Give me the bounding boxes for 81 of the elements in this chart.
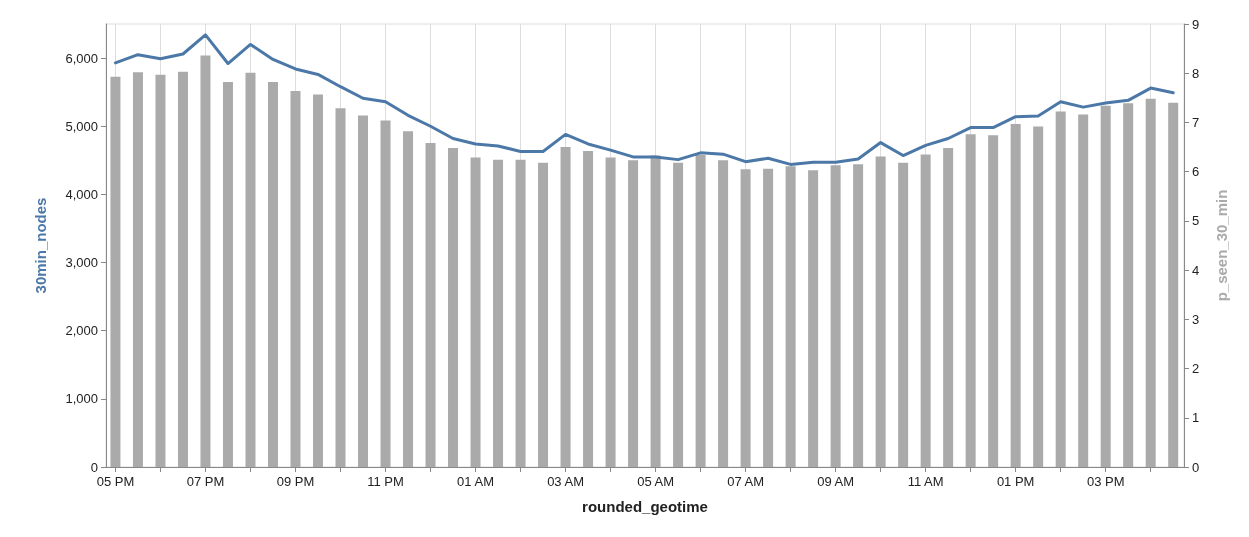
x-tick-label: 07 AM bbox=[727, 474, 765, 489]
y-axis-title: 30min_nodes bbox=[32, 197, 49, 294]
y2-tick-label: 5 bbox=[1192, 213, 1200, 229]
bar bbox=[695, 154, 706, 467]
y2-tick-label: 7 bbox=[1192, 114, 1200, 130]
bar bbox=[1123, 103, 1134, 467]
x-axis-title: rounded_geotime bbox=[582, 498, 708, 515]
bar bbox=[650, 155, 661, 467]
bar bbox=[380, 120, 391, 467]
y-tick-label: 2,000 bbox=[65, 323, 98, 339]
y2-tick-label: 3 bbox=[1192, 311, 1200, 327]
y2-tick-label: 0 bbox=[1192, 459, 1200, 475]
bar bbox=[763, 168, 774, 467]
bar bbox=[605, 157, 616, 467]
bar bbox=[267, 82, 278, 467]
bar bbox=[560, 147, 571, 467]
bar bbox=[1033, 126, 1044, 467]
bar bbox=[673, 162, 684, 467]
bar bbox=[425, 143, 436, 467]
bar bbox=[335, 108, 346, 467]
bar bbox=[583, 150, 594, 467]
bar bbox=[965, 134, 976, 467]
bar bbox=[1010, 123, 1021, 467]
bar bbox=[1078, 114, 1089, 467]
y-tick-label: 4,000 bbox=[65, 186, 98, 202]
y-tick-label: 3,000 bbox=[65, 255, 98, 271]
bar bbox=[1055, 111, 1066, 467]
x-tick-label: 01 PM bbox=[996, 474, 1035, 489]
bar bbox=[515, 159, 526, 467]
x-tick-label: 07 PM bbox=[186, 474, 225, 489]
y2-tick-label: 1 bbox=[1192, 410, 1200, 426]
bar bbox=[290, 90, 301, 467]
y2-tick-label: 9 bbox=[1192, 16, 1200, 32]
y-tick-label: 6,000 bbox=[65, 50, 98, 66]
bar bbox=[740, 169, 751, 467]
bar bbox=[538, 162, 549, 467]
x-tick-label: 11 PM bbox=[367, 474, 404, 489]
bar bbox=[875, 156, 886, 467]
y2-tick-label: 4 bbox=[1192, 262, 1200, 278]
bar bbox=[628, 160, 639, 467]
bar bbox=[830, 165, 841, 467]
line-series bbox=[113, 33, 1175, 166]
x-tick-label: 05 PM bbox=[96, 474, 135, 489]
bar bbox=[493, 159, 504, 467]
y2-tick-label: 2 bbox=[1192, 361, 1200, 377]
bar bbox=[177, 71, 188, 467]
bar bbox=[1100, 105, 1111, 467]
bar bbox=[853, 164, 864, 467]
y2-tick-label: 6 bbox=[1192, 164, 1200, 180]
x-tick-label: 03 AM bbox=[547, 474, 584, 489]
bar bbox=[785, 166, 796, 467]
bar bbox=[808, 170, 819, 467]
bar bbox=[470, 157, 481, 467]
bar bbox=[920, 154, 931, 467]
x-tick-label: 01 AM bbox=[457, 474, 494, 489]
bar bbox=[1145, 98, 1156, 467]
bar bbox=[110, 76, 121, 467]
y-tick-label: 0 bbox=[90, 459, 98, 475]
bar bbox=[403, 131, 414, 467]
y-tick-label: 5,000 bbox=[65, 118, 98, 134]
x-tick-label: 11 AM bbox=[907, 474, 944, 489]
x-tick-label: 03 PM bbox=[1086, 474, 1125, 489]
bar bbox=[943, 148, 954, 467]
bar bbox=[200, 55, 211, 467]
x-tick-label: 05 AM bbox=[637, 474, 675, 489]
bar bbox=[898, 162, 909, 467]
bar bbox=[313, 94, 323, 467]
bar bbox=[718, 160, 729, 467]
y-tick-label: 1,000 bbox=[65, 391, 98, 407]
bar bbox=[1168, 102, 1179, 467]
bar bbox=[245, 72, 256, 467]
bar bbox=[358, 115, 369, 467]
y2-axis-title: p_seen_30_min bbox=[1213, 189, 1230, 302]
x-tick-label: 09 AM bbox=[817, 474, 855, 489]
bar bbox=[222, 82, 233, 467]
bar bbox=[448, 148, 459, 467]
bar bbox=[132, 72, 143, 467]
x-tick-label: 09 PM bbox=[276, 474, 315, 489]
y2-tick-label: 8 bbox=[1192, 65, 1200, 81]
bar bbox=[988, 135, 999, 467]
bar bbox=[155, 74, 166, 467]
